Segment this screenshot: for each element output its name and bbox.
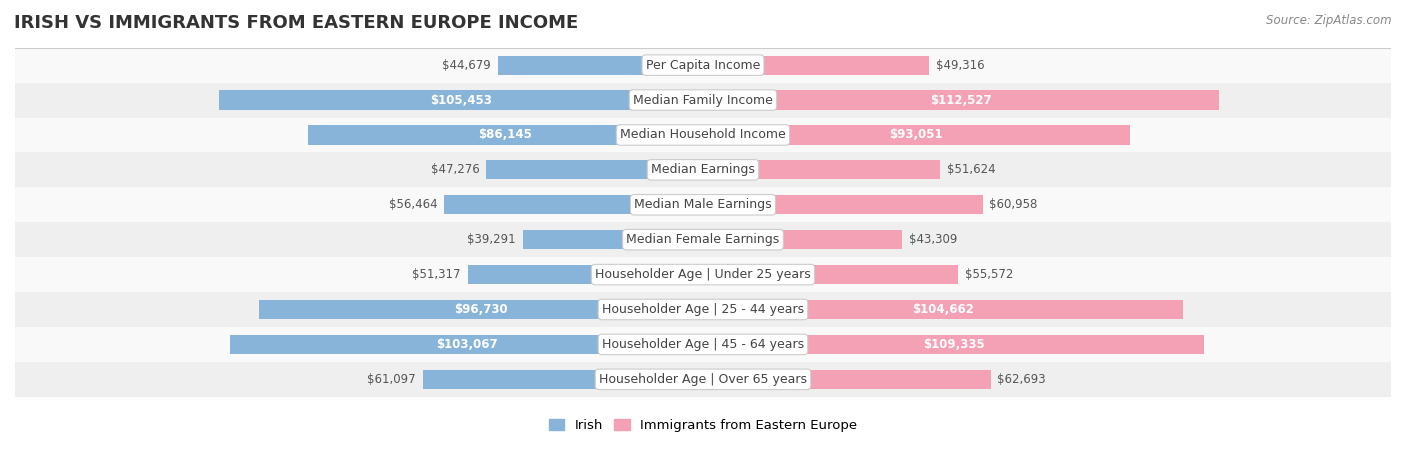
- Text: Householder Age | 45 - 64 years: Householder Age | 45 - 64 years: [602, 338, 804, 351]
- Text: $112,527: $112,527: [931, 93, 991, 106]
- FancyBboxPatch shape: [0, 187, 1406, 222]
- Bar: [498, 56, 703, 75]
- Text: Householder Age | Over 65 years: Householder Age | Over 65 years: [599, 373, 807, 386]
- Text: $86,145: $86,145: [478, 128, 533, 142]
- Bar: [444, 195, 703, 214]
- Text: Per Capita Income: Per Capita Income: [645, 59, 761, 71]
- Bar: [486, 160, 703, 179]
- Text: $55,572: $55,572: [965, 268, 1014, 281]
- Bar: [703, 195, 983, 214]
- Text: $60,958: $60,958: [990, 198, 1038, 211]
- Text: $47,276: $47,276: [430, 163, 479, 177]
- Text: $49,316: $49,316: [936, 59, 984, 71]
- Text: IRISH VS IMMIGRANTS FROM EASTERN EUROPE INCOME: IRISH VS IMMIGRANTS FROM EASTERN EUROPE …: [14, 14, 578, 32]
- FancyBboxPatch shape: [0, 83, 1406, 118]
- Text: $56,464: $56,464: [388, 198, 437, 211]
- Text: $61,097: $61,097: [367, 373, 416, 386]
- Bar: [423, 370, 703, 389]
- Bar: [703, 265, 957, 284]
- Text: $105,453: $105,453: [430, 93, 492, 106]
- Bar: [308, 125, 703, 145]
- Text: $109,335: $109,335: [922, 338, 984, 351]
- Text: Householder Age | 25 - 44 years: Householder Age | 25 - 44 years: [602, 303, 804, 316]
- Text: $93,051: $93,051: [890, 128, 943, 142]
- Bar: [703, 91, 1219, 110]
- Bar: [703, 160, 939, 179]
- Legend: Irish, Immigrants from Eastern Europe: Irish, Immigrants from Eastern Europe: [548, 418, 858, 432]
- Text: $62,693: $62,693: [997, 373, 1046, 386]
- Text: Median Earnings: Median Earnings: [651, 163, 755, 177]
- Bar: [703, 335, 1205, 354]
- FancyBboxPatch shape: [0, 327, 1406, 362]
- Bar: [231, 335, 703, 354]
- Text: $44,679: $44,679: [443, 59, 491, 71]
- Bar: [523, 230, 703, 249]
- Text: Median Male Earnings: Median Male Earnings: [634, 198, 772, 211]
- Bar: [703, 300, 1182, 319]
- Text: Median Family Income: Median Family Income: [633, 93, 773, 106]
- Bar: [703, 370, 991, 389]
- FancyBboxPatch shape: [0, 292, 1406, 327]
- FancyBboxPatch shape: [0, 362, 1406, 397]
- FancyBboxPatch shape: [0, 222, 1406, 257]
- Text: Median Female Earnings: Median Female Earnings: [627, 233, 779, 246]
- Text: $96,730: $96,730: [454, 303, 508, 316]
- FancyBboxPatch shape: [0, 118, 1406, 152]
- Bar: [703, 56, 929, 75]
- FancyBboxPatch shape: [0, 152, 1406, 187]
- Text: $39,291: $39,291: [467, 233, 516, 246]
- Bar: [703, 230, 901, 249]
- Bar: [468, 265, 703, 284]
- FancyBboxPatch shape: [0, 48, 1406, 83]
- Text: $43,309: $43,309: [908, 233, 957, 246]
- Text: $51,317: $51,317: [412, 268, 461, 281]
- Text: Householder Age | Under 25 years: Householder Age | Under 25 years: [595, 268, 811, 281]
- Text: Source: ZipAtlas.com: Source: ZipAtlas.com: [1267, 14, 1392, 27]
- Text: Median Household Income: Median Household Income: [620, 128, 786, 142]
- Bar: [703, 125, 1130, 145]
- Text: $103,067: $103,067: [436, 338, 498, 351]
- Bar: [259, 300, 703, 319]
- Text: $104,662: $104,662: [912, 303, 974, 316]
- FancyBboxPatch shape: [0, 257, 1406, 292]
- Bar: [219, 91, 703, 110]
- Text: $51,624: $51,624: [946, 163, 995, 177]
